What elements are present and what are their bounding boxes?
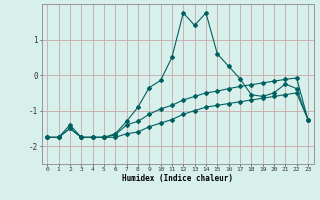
X-axis label: Humidex (Indice chaleur): Humidex (Indice chaleur) xyxy=(122,174,233,183)
